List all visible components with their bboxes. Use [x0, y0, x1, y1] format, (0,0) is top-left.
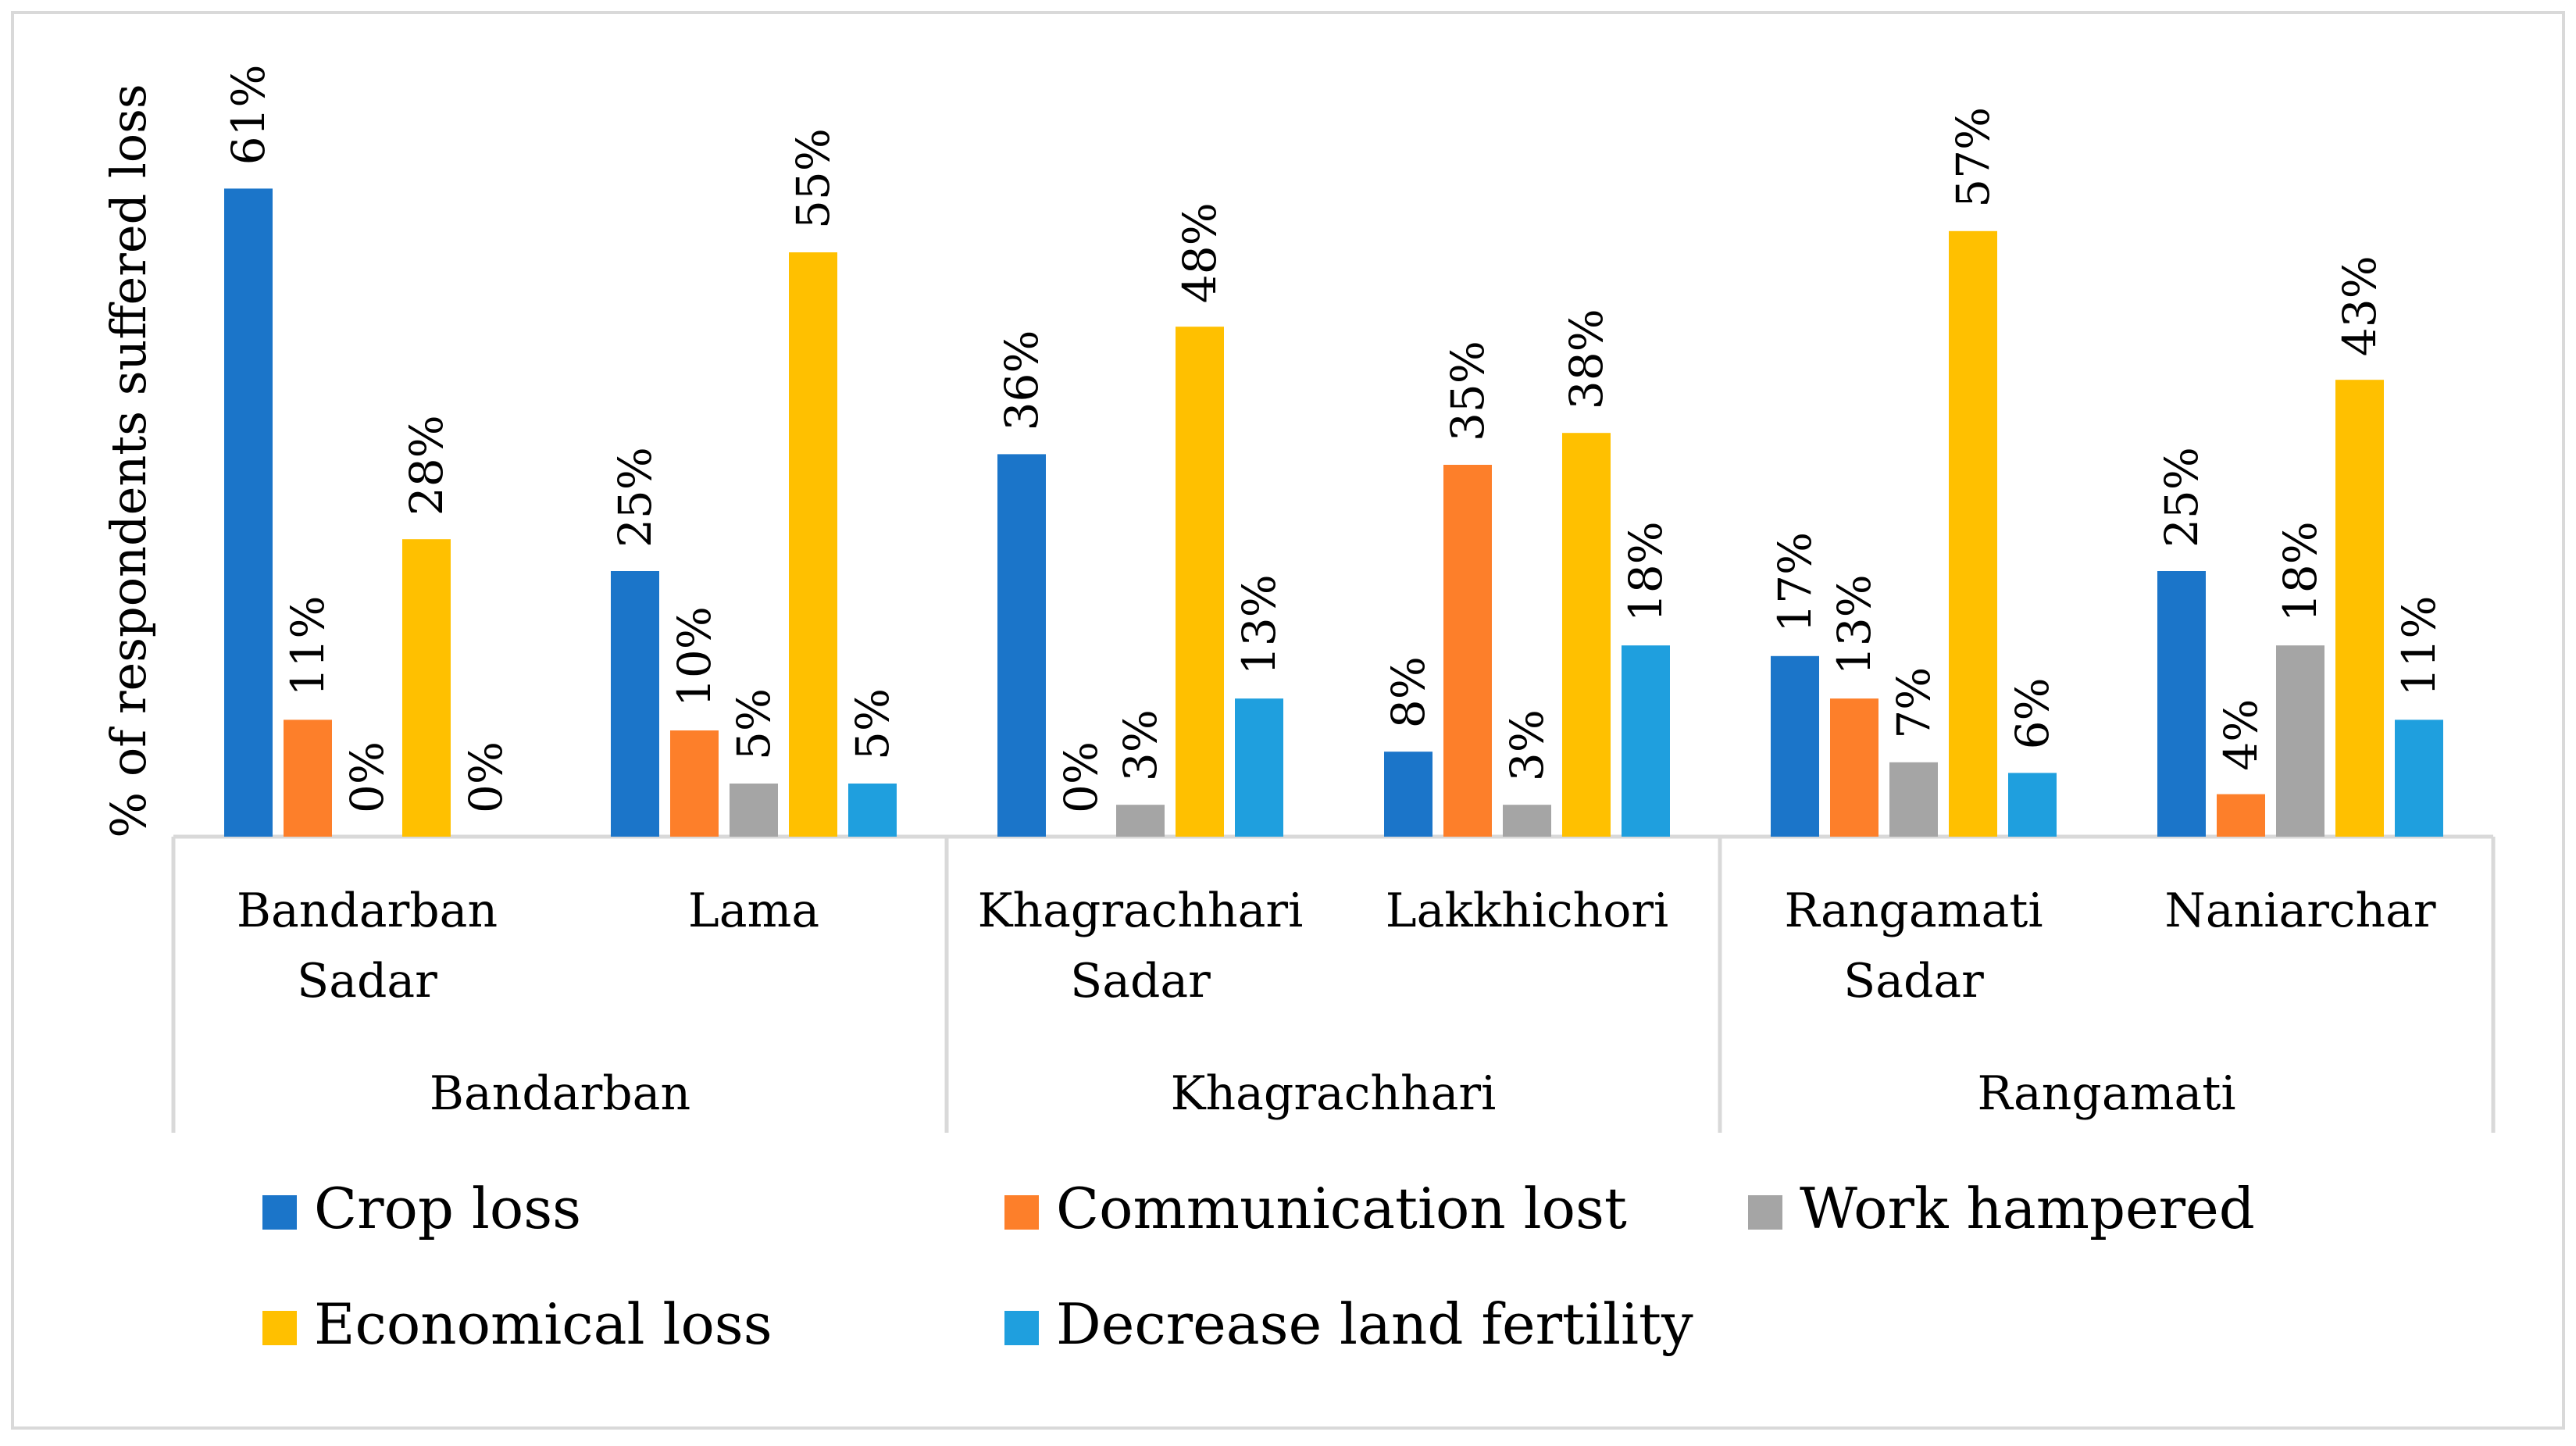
bar-decrease-land-fertility: [848, 784, 897, 837]
data-label: 57%: [1946, 107, 2000, 208]
bar-crop-loss: [2157, 571, 2206, 837]
category-label: Lama: [688, 884, 819, 938]
data-label: 55%: [787, 128, 840, 229]
bar-communication-lost: [284, 719, 332, 837]
legend-label: Work hampered: [1800, 1176, 2255, 1241]
bar-work-hampered: [1503, 805, 1551, 837]
data-label: 5%: [727, 688, 780, 760]
category-label: Sadar: [297, 954, 437, 1009]
bar-decrease-land-fertility: [1235, 698, 1283, 837]
bar-economical-loss: [1176, 327, 1224, 837]
legend: Crop loss Communication lost Work hampered…: [262, 1176, 2255, 1357]
data-label: 10%: [668, 606, 721, 707]
legend-swatch: [1748, 1195, 1782, 1230]
data-label: 5%: [846, 688, 899, 760]
bar-economical-loss: [2335, 380, 2384, 837]
data-label: 18%: [1619, 521, 1672, 622]
data-label: 4%: [2214, 699, 2267, 771]
data-label: 38%: [1560, 309, 1613, 409]
legend-swatch: [1004, 1195, 1039, 1230]
data-label: 0%: [341, 741, 394, 813]
category-labels-layer: Bandarban Sadar Lama Bandarban Khagrachhari S…: [237, 884, 2436, 1121]
data-label: 3%: [1500, 709, 1554, 781]
data-label: 36%: [995, 330, 1048, 430]
bar-communication-lost: [1830, 698, 1878, 837]
data-label: 6%: [2006, 677, 2059, 749]
data-label: 11%: [2392, 595, 2446, 696]
data-label: 8%: [1382, 656, 1435, 728]
axis-layer: [171, 834, 2496, 1133]
legend-label: Communication lost: [1056, 1176, 1627, 1241]
bar-communication-lost: [1443, 465, 1492, 837]
bar-work-hampered: [1889, 762, 1938, 837]
data-label: 0%: [459, 741, 512, 813]
legend-label: Decrease land fertility: [1056, 1291, 1693, 1357]
group-label: Bandarban: [430, 1066, 690, 1121]
data-label: 25%: [608, 447, 662, 548]
legend-swatch: [262, 1311, 297, 1345]
bar-decrease-land-fertility: [1622, 645, 1670, 837]
data-label: 3%: [1114, 709, 1167, 781]
bar-work-hampered: [1116, 805, 1165, 837]
legend-label: Crop loss: [314, 1176, 581, 1241]
bar-crop-loss: [1384, 752, 1432, 837]
data-label: 7%: [1887, 667, 1940, 739]
category-label: Sadar: [1843, 954, 1984, 1009]
category-label: Khagrachhari: [978, 884, 1304, 938]
category-label: Bandarban: [237, 884, 498, 938]
y-axis-label: % of respondents suffered loss: [100, 84, 157, 837]
data-label: 18%: [2274, 521, 2327, 622]
data-label: 35%: [1441, 341, 1494, 441]
bar-crop-loss: [1771, 655, 1819, 837]
category-label: Lakkhichori: [1386, 884, 1668, 938]
bar-crop-loss: [997, 454, 1046, 837]
data-label: 13%: [1828, 574, 1881, 675]
bar-work-hampered: [730, 784, 778, 837]
data-label: 25%: [2155, 447, 2208, 548]
bar-economical-loss: [789, 252, 837, 837]
bar-decrease-land-fertility: [2008, 773, 2057, 837]
bar-communication-lost: [670, 730, 719, 837]
data-label: 17%: [1768, 532, 1821, 633]
category-label: Sadar: [1070, 954, 1211, 1009]
bar-crop-loss: [611, 571, 659, 837]
bar-economical-loss: [402, 539, 451, 837]
bar-crop-loss: [224, 188, 273, 837]
bar-economical-loss: [1562, 433, 1611, 837]
legend-swatch: [262, 1195, 297, 1230]
legend-label: Economical loss: [314, 1291, 772, 1357]
legend-swatch: [1004, 1311, 1039, 1345]
category-label: Rangamati: [1784, 884, 2043, 938]
data-labels-layer: 61%11%0%28%0%25%10%5%55%5%36%0% 3%48%13%8…: [222, 64, 2446, 813]
data-label: 13%: [1233, 574, 1286, 675]
data-label: 61%: [222, 64, 275, 165]
bars-layer: [224, 188, 2443, 837]
bar-decrease-land-fertility: [2395, 719, 2443, 837]
data-label: 0%: [1054, 741, 1108, 813]
data-label: 28%: [400, 415, 453, 516]
data-label: 11%: [281, 595, 334, 696]
group-label: Khagrachhari: [1171, 1066, 1497, 1121]
data-label: 43%: [2333, 255, 2386, 356]
group-label: Rangamati: [1977, 1066, 2235, 1121]
category-label: Naniarchar: [2164, 884, 2436, 938]
bar-economical-loss: [1949, 230, 1997, 837]
data-label: 48%: [1173, 202, 1226, 303]
bar-communication-lost: [2217, 794, 2265, 837]
bar-work-hampered: [2276, 645, 2324, 837]
